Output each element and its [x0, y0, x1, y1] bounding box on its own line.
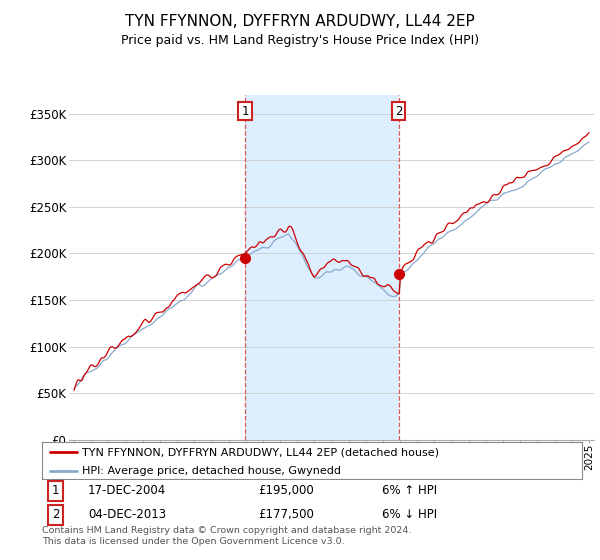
- Text: £195,000: £195,000: [258, 484, 314, 497]
- Text: Price paid vs. HM Land Registry's House Price Index (HPI): Price paid vs. HM Land Registry's House …: [121, 34, 479, 46]
- Bar: [245, 95, 399, 440]
- Text: 6% ↑ HPI: 6% ↑ HPI: [382, 484, 437, 497]
- Text: 04-DEC-2013: 04-DEC-2013: [88, 508, 166, 521]
- Text: £177,500: £177,500: [258, 508, 314, 521]
- Text: TYN FFYNNON, DYFFRYN ARDUDWY, LL44 2EP: TYN FFYNNON, DYFFRYN ARDUDWY, LL44 2EP: [125, 14, 475, 29]
- Text: 17-DEC-2004: 17-DEC-2004: [88, 484, 166, 497]
- Text: 6% ↓ HPI: 6% ↓ HPI: [382, 508, 437, 521]
- Text: 2: 2: [395, 105, 403, 118]
- Text: HPI: Average price, detached house, Gwynedd: HPI: Average price, detached house, Gwyn…: [83, 466, 341, 476]
- Text: TYN FFYNNON, DYFFRYN ARDUDWY, LL44 2EP (detached house): TYN FFYNNON, DYFFRYN ARDUDWY, LL44 2EP (…: [83, 447, 439, 457]
- Text: 1: 1: [241, 105, 249, 118]
- Text: 1: 1: [52, 484, 59, 497]
- Text: Contains HM Land Registry data © Crown copyright and database right 2024.
This d: Contains HM Land Registry data © Crown c…: [42, 526, 412, 546]
- Text: 2: 2: [52, 508, 59, 521]
